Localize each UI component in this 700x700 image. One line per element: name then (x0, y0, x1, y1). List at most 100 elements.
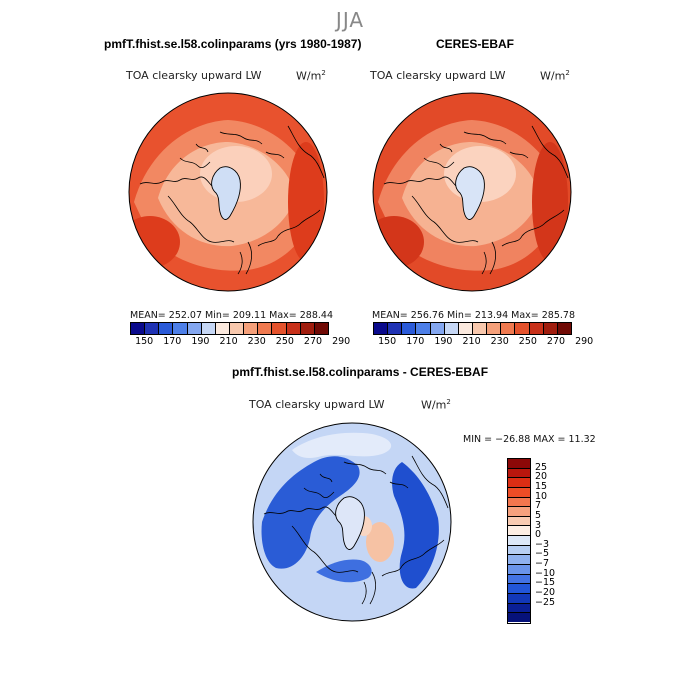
colorbar-tick-label: −5 (535, 548, 550, 560)
map-border (252, 422, 452, 622)
colorbar-swatch (508, 507, 530, 517)
coastline (381, 539, 445, 577)
colorbar-swatch (201, 323, 216, 334)
colorbar-swatch (472, 323, 488, 334)
colorbar-swatch (444, 323, 459, 334)
map-border (372, 92, 572, 292)
colorbar-tick-label: 3 (535, 519, 542, 531)
colorbar-swatch (508, 603, 530, 614)
colorbar-swatch (229, 323, 245, 334)
colorbar-swatch (508, 574, 530, 585)
colorbar-tick-label: 10 (535, 490, 548, 502)
panel-stats-obs: MEAN= 256.76 Min= 213.94 Max= 285.78 (372, 310, 576, 321)
coastline (531, 125, 569, 179)
colorbar-tick-label: 270 (546, 336, 566, 347)
negative-anomaly-field (392, 462, 439, 589)
coastline (463, 131, 507, 145)
polar-map-obs (372, 92, 572, 292)
map-border (128, 92, 328, 292)
greenland-field (211, 166, 241, 220)
colorbar-swatch (416, 323, 431, 334)
colorbar-swatch (508, 468, 530, 479)
colorbar-swatch (508, 565, 530, 575)
colorbar-swatch (508, 459, 530, 469)
colorbar-swatch (173, 323, 188, 334)
colorbar-swatch (501, 323, 516, 334)
colorbar-swatch (159, 323, 174, 334)
coastline (411, 195, 479, 243)
colorbar-swatch (187, 323, 202, 334)
coastline (219, 131, 263, 145)
colorbar-tick-label: 230 (247, 336, 266, 347)
warm-field (373, 216, 424, 268)
panel-title-model: pmfT.fhist.se.l58.colinparams (yrs 1980-… (104, 37, 362, 51)
colorbar-swatch (508, 536, 530, 546)
colorbar-tick-label: 210 (462, 336, 481, 347)
warm-field (129, 216, 180, 268)
colorbar-tick-label: 0 (535, 529, 542, 541)
negative-anomaly-field (261, 456, 360, 569)
colorbar-tick-label: 25 (535, 461, 548, 473)
greenland-field (455, 166, 485, 220)
coastline (501, 209, 565, 247)
colorbar-swatch (258, 323, 273, 334)
colorbar-tick-label: 190 (434, 336, 453, 347)
colorbar-tick-label: 170 (406, 336, 425, 347)
coastline (291, 525, 359, 573)
colorbar-swatch (508, 545, 530, 556)
coastline (389, 481, 409, 489)
colorbar-swatch (557, 323, 571, 334)
panel-stats-diff: MIN = −26.88 MAX = 11.32 (463, 434, 596, 445)
colorbar-swatch (508, 555, 530, 566)
coastline (343, 461, 387, 475)
colorbar-swatch (374, 323, 389, 334)
coastline (481, 241, 496, 275)
colorbar-swatch (508, 487, 530, 498)
colorbar-tick-label: 230 (490, 336, 509, 347)
colorbar-swatch (508, 613, 530, 622)
colorbar-swatch (508, 497, 530, 508)
colorbar-swatch (529, 323, 544, 334)
colorbar-tick-label: −10 (535, 567, 556, 579)
colorbar-tick-label: 15 (535, 480, 548, 492)
colorbar-tick-label: −25 (535, 596, 556, 608)
warm-field (288, 142, 324, 262)
coastline (139, 176, 213, 187)
colorbar-obs (373, 322, 572, 335)
coastline (411, 455, 449, 509)
coastline (439, 143, 453, 153)
colorbar-swatch (508, 526, 530, 537)
colorbar-ticks-difference: 25 20 15 10 7 5 3 0 −3 −5 −7 −10 −15 −20 −25 (535, 458, 575, 622)
colorbar-swatch (388, 323, 403, 334)
colorbar-tick-label: 270 (303, 336, 323, 347)
colorbar-tick-label: −3 (535, 538, 550, 550)
colorbar-tick-label: 150 (135, 336, 154, 347)
colorbar-swatch (515, 323, 530, 334)
coastline (303, 487, 335, 499)
panel-units-label-diff: W/m2 (421, 398, 451, 412)
colorbar-tick-label: 290 (575, 336, 594, 347)
colorbar-swatch (244, 323, 259, 334)
colorbar-tick-label: −20 (535, 587, 556, 599)
colorbar-tick-label: −15 (535, 577, 556, 589)
colorbar-tick-label: 190 (191, 336, 210, 347)
coastline (509, 151, 529, 159)
panel-variable-label-diff: TOA clearsky upward LW (249, 398, 385, 411)
polar-map-model (128, 92, 328, 292)
panel-units-label-model: W/m2 (296, 69, 326, 83)
colorbar-swatch (286, 323, 301, 334)
colorbar-swatch (272, 323, 287, 334)
panel-variable-label-obs: TOA clearsky upward LW (370, 69, 506, 82)
colorbar-tick-label: 20 (535, 471, 548, 483)
colorbar-tick-label: 170 (163, 336, 182, 347)
greenland-coast (455, 166, 485, 220)
colorbar-tick-label: 5 (535, 509, 542, 521)
coastline (319, 473, 333, 483)
colorbar-swatch (300, 323, 315, 334)
colorbar-swatch (508, 516, 530, 527)
colorbar-swatch (508, 593, 530, 604)
polar-map-difference (252, 422, 452, 622)
colorbar-ticks-obs: 150 170 190 210 230 250 270 290 (373, 336, 593, 348)
coastline (287, 125, 325, 179)
colorbar-tick-label: 250 (518, 336, 537, 347)
